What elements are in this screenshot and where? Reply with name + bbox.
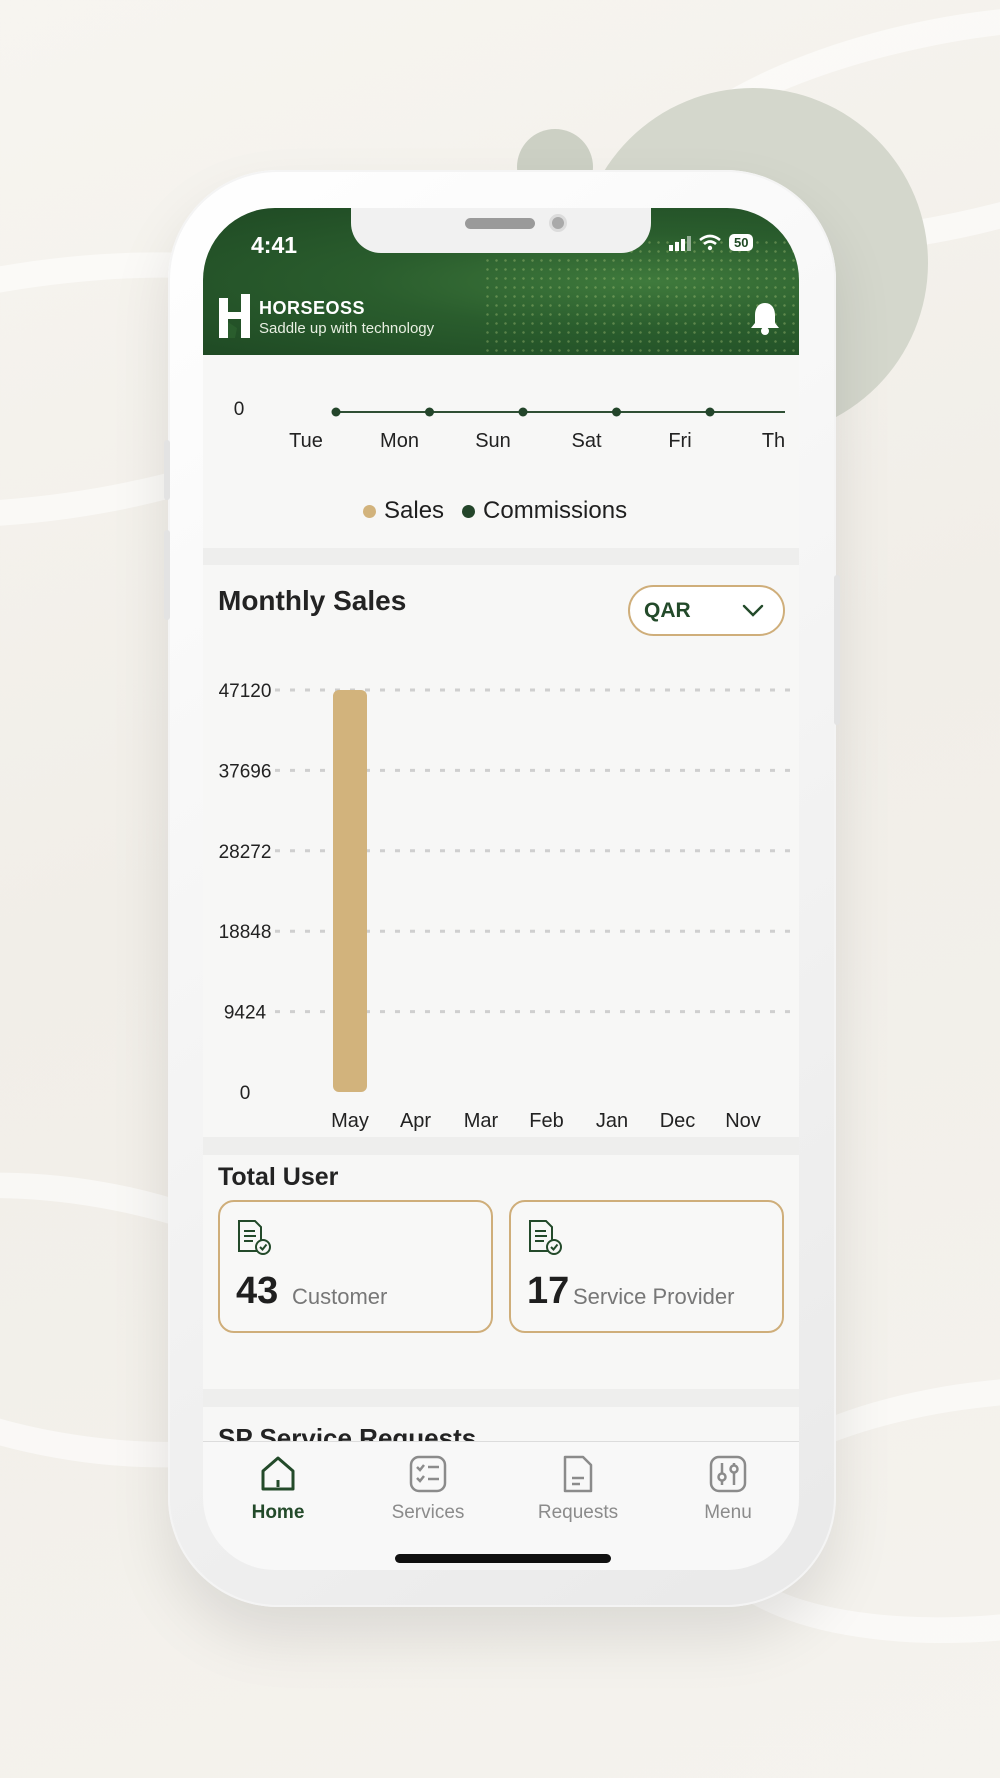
y-tick-label: 18848 <box>219 922 272 943</box>
legend-sales-dot <box>363 504 376 518</box>
phone-notch <box>351 208 651 253</box>
tab-menu[interactable]: Menu <box>653 1454 799 1524</box>
monthly-sales-title: Monthly Sales <box>218 585 407 616</box>
weekly-x-label: Sun <box>475 430 511 452</box>
service-provider-count: 17 <box>527 1270 570 1312</box>
tab-services-label: Services <box>391 1502 465 1523</box>
document-check-icon <box>238 1220 271 1255</box>
x-tick-label: Nov <box>725 1110 761 1132</box>
weekly-x-label: Fri <box>668 430 691 452</box>
weekly-data-point <box>425 407 434 417</box>
y-tick-label: 9424 <box>224 1003 267 1024</box>
phone-side-button <box>164 530 170 620</box>
bottom-tab-bar: Home Services Requests Menu <box>203 1441 799 1570</box>
notification-bell-icon[interactable] <box>749 300 781 336</box>
y-tick-label: 37696 <box>219 761 272 782</box>
service-provider-label: Service Provider <box>573 1284 735 1309</box>
tab-requests[interactable]: Requests <box>503 1454 653 1524</box>
weekly-x-label: Mon <box>380 430 419 452</box>
x-tick-label: Apr <box>400 1110 431 1132</box>
x-tick-label: Dec <box>660 1110 696 1132</box>
weekly-x-label: Sat <box>571 430 601 452</box>
currency-select[interactable]: QAR <box>628 585 785 636</box>
weekly-points <box>331 407 715 417</box>
x-tick-label: Jan <box>596 1110 628 1132</box>
customer-count: 43 <box>236 1270 279 1312</box>
monthly-sales-card: Monthly Sales QAR 0 9424 18848 28272 37696 47… <box>203 565 799 1137</box>
weekly-data-point <box>705 407 715 417</box>
customer-label: Customer <box>292 1284 388 1309</box>
app-screen: 4:41 50 HORSEOSS Saddle up with technolo… <box>203 208 799 1570</box>
document-check-icon <box>529 1220 562 1255</box>
customer-stat-box[interactable]: 43 Customer <box>218 1200 493 1333</box>
x-tick-label: Feb <box>529 1110 563 1132</box>
x-tick-label: Mar <box>464 1110 499 1132</box>
weekly-x-labels: Tue Mon Sun Sat Fri Th <box>289 430 785 452</box>
total-user-title: Total User <box>218 1163 339 1191</box>
signal-icon <box>669 235 691 251</box>
tab-menu-label: Menu <box>704 1502 752 1523</box>
home-indicator <box>395 1554 611 1563</box>
phone-side-button <box>164 440 170 500</box>
speaker-grille <box>465 218 535 229</box>
total-user-card: Total User 43 Customer 17 Service Provid… <box>203 1155 799 1389</box>
y-tick-label: 47120 <box>219 681 272 702</box>
weekly-chart-card: 0 Tue Mon Sun Sat Fri Th Sales Commissions <box>203 355 799 548</box>
home-icon <box>261 1456 295 1491</box>
status-time: 4:41 <box>251 232 298 258</box>
weekly-data-point <box>518 407 528 417</box>
front-camera <box>549 214 567 232</box>
weekly-data-point <box>331 407 341 417</box>
legend-commissions-label: Commissions <box>483 497 628 524</box>
service-provider-stat-box[interactable]: 17 Service Provider <box>509 1200 784 1333</box>
document-icon <box>563 1455 593 1493</box>
x-tick-label: May <box>331 1110 369 1132</box>
y-tick-label: 0 <box>234 399 245 420</box>
tab-home-label: Home <box>251 1502 305 1523</box>
chevron-down-icon <box>742 604 764 617</box>
horseoss-logo-icon <box>219 294 250 338</box>
weekly-x-label: Th <box>762 430 785 452</box>
status-icons: 50 <box>669 234 754 251</box>
y-tick-label: 0 <box>240 1083 251 1104</box>
weekly-line-chart: 0 Tue Mon Sun Sat Fri Th <box>234 399 785 452</box>
monthly-bar-chart: 0 9424 18848 28272 37696 47120 May Apr Mar Feb Jan… <box>219 681 799 1132</box>
brand-tagline: Saddle up with technology <box>259 320 435 337</box>
bar-may <box>333 690 367 1092</box>
app-header: 4:41 50 HORSEOSS Saddle up with technolo… <box>203 208 799 355</box>
legend-sales-label: Sales <box>384 497 445 524</box>
tab-home[interactable]: Home <box>203 1454 353 1524</box>
weekly-x-label: Tue <box>289 430 323 452</box>
weekly-data-point <box>612 407 621 417</box>
phone-side-button <box>834 575 840 725</box>
tab-requests-label: Requests <box>537 1502 619 1523</box>
y-tick-label: 28272 <box>219 842 272 863</box>
currency-select-value: QAR <box>644 599 691 622</box>
tab-services[interactable]: Services <box>353 1454 503 1524</box>
brand-name: HORSEOSS <box>259 298 366 318</box>
weekly-chart-legend: Sales Commissions <box>363 497 627 525</box>
sliders-icon <box>709 1455 747 1493</box>
battery-indicator: 50 <box>729 234 754 251</box>
header-pattern <box>483 238 799 355</box>
checklist-icon <box>409 1455 447 1493</box>
wifi-icon <box>699 234 721 251</box>
legend-commissions-dot <box>462 504 476 518</box>
